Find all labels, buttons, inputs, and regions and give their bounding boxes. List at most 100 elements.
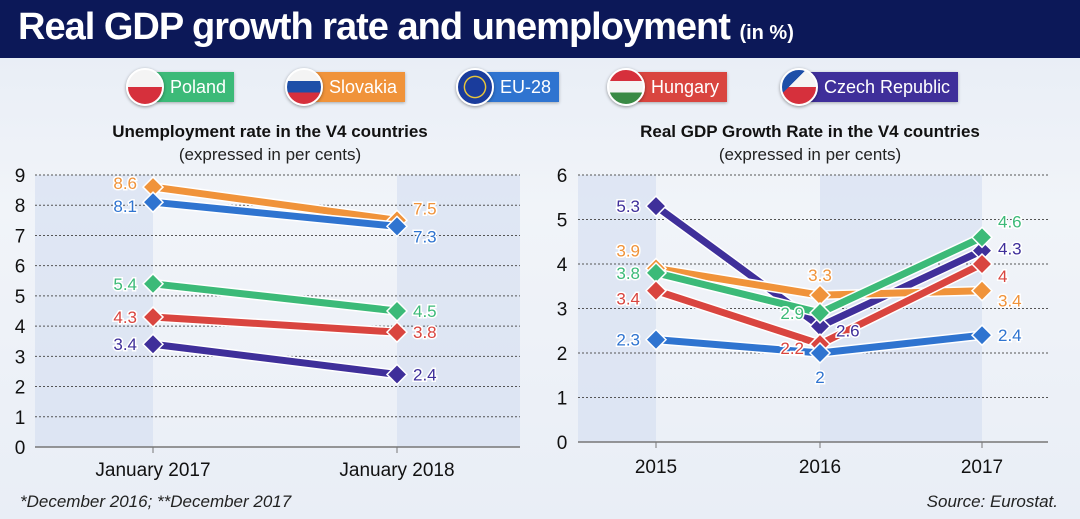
series-line bbox=[152, 313, 398, 336]
legend-eu28: EU-28 bbox=[456, 68, 560, 106]
y-tick-label: 3 bbox=[15, 347, 26, 368]
data-point-marker bbox=[385, 215, 409, 238]
data-label: 8.6 bbox=[113, 174, 137, 193]
shaded-band bbox=[35, 175, 153, 447]
data-point-marker bbox=[970, 279, 994, 302]
data-point-marker bbox=[808, 301, 832, 325]
title-text: Real GDP growth rate and unemployment bbox=[18, 6, 731, 48]
x-tick-label: 2017 bbox=[961, 457, 1003, 478]
chart-1: 0 1 2 3 4 5 6 2015 2016 2017 5.3 2.6 4.3 3.9 3.3 3.4 3.8… bbox=[557, 166, 1048, 478]
slovakia-flag-icon bbox=[285, 68, 323, 106]
legend-label: Slovakia bbox=[315, 72, 406, 102]
data-label: 4.5 bbox=[413, 302, 437, 321]
series-line bbox=[152, 280, 398, 315]
data-label: 3.4 bbox=[998, 292, 1022, 311]
data-label: 2.6 bbox=[836, 321, 860, 340]
data-point-marker bbox=[385, 363, 409, 386]
y-tick-label: 2 bbox=[557, 344, 568, 365]
data-label: 7.3 bbox=[413, 227, 437, 246]
y-tick-label: 7 bbox=[15, 226, 26, 247]
y-tick-label: 6 bbox=[15, 257, 26, 278]
y-tick-label: 9 bbox=[15, 166, 26, 187]
series-eu-28 bbox=[141, 191, 409, 238]
data-label: 8.1 bbox=[113, 197, 137, 216]
x-tick-label: January 2018 bbox=[339, 460, 454, 481]
eu-flag-icon bbox=[456, 68, 494, 106]
x-tick-label: January 2017 bbox=[95, 460, 210, 481]
legend: Poland Slovakia EU-28 Hungary Czech Repu… bbox=[0, 68, 1080, 108]
data-point-marker bbox=[808, 341, 832, 365]
data-point-marker bbox=[141, 305, 165, 329]
chart-0: 0 1 2 3 4 5 6 7 8 9 January 2017 January 2018 8.6 7.5… bbox=[15, 166, 520, 481]
data-point-marker bbox=[970, 324, 994, 347]
y-tick-label: 0 bbox=[557, 433, 568, 454]
series-line bbox=[152, 340, 398, 378]
data-label: 2 bbox=[815, 368, 824, 387]
y-tick-label: 8 bbox=[15, 196, 26, 217]
y-tick-label: 4 bbox=[15, 317, 26, 338]
data-label: 3.4 bbox=[616, 290, 640, 309]
data-labels: 8.6 7.5 8.1 7.3 5.4 4.5 4.3 3.8 3.4 2.4 bbox=[112, 173, 438, 386]
legend-label: EU-28 bbox=[486, 72, 560, 102]
data-label: 2.3 bbox=[616, 331, 640, 350]
y-tick-label: 5 bbox=[557, 211, 568, 232]
data-label: 4.6 bbox=[998, 212, 1022, 231]
footnote: *December 2016; **December 2017 bbox=[20, 492, 292, 511]
legend-czech: Czech Republic bbox=[780, 68, 959, 106]
data-point-marker bbox=[141, 191, 165, 214]
y-tick-label: 4 bbox=[557, 255, 568, 276]
series-czech-republic bbox=[141, 333, 409, 386]
chart-subtitle: (expressed in per cents) bbox=[178, 145, 362, 164]
y-tick-label: 6 bbox=[557, 166, 568, 187]
data-label: 3.8 bbox=[413, 323, 437, 342]
data-label: 3.8 bbox=[616, 264, 640, 283]
x-tick-label: 2016 bbox=[799, 457, 841, 478]
data-label: 5.3 bbox=[616, 197, 640, 216]
legend-label: Czech Republic bbox=[810, 72, 959, 102]
data-point-marker bbox=[141, 272, 165, 295]
data-point-marker bbox=[385, 321, 409, 344]
data-point-marker bbox=[970, 226, 994, 249]
x-tick-label: 2015 bbox=[635, 457, 677, 478]
legend-hungary: Hungary bbox=[607, 68, 728, 106]
legend-poland: Poland bbox=[126, 68, 235, 106]
y-tick-label: 5 bbox=[15, 287, 26, 308]
data-label: 2.4 bbox=[413, 365, 437, 384]
series-line bbox=[152, 183, 398, 224]
series-poland bbox=[644, 226, 994, 325]
chart-title: Real GDP Growth Rate in the V4 countries bbox=[640, 122, 980, 141]
source: Source: Eurostat. bbox=[926, 492, 1058, 511]
unemployment-chart-title: Unemployment rate in the V4 countries (ex… bbox=[40, 122, 500, 165]
data-point-marker bbox=[644, 279, 668, 302]
data-label: 4.3 bbox=[113, 308, 137, 327]
series-slovakia bbox=[141, 176, 409, 232]
hungary-flag-icon bbox=[607, 68, 645, 106]
data-label: 3.3 bbox=[808, 266, 832, 285]
chart-title: Unemployment rate in the V4 countries bbox=[112, 122, 428, 141]
legend-label: Poland bbox=[156, 72, 235, 102]
y-tick-label: 0 bbox=[15, 438, 26, 459]
series-eu-28 bbox=[644, 324, 994, 365]
data-label: 7.5 bbox=[413, 199, 437, 218]
data-label: 2.2 bbox=[780, 339, 804, 358]
series-poland bbox=[141, 272, 409, 323]
gdp-chart-title: Real GDP Growth Rate in the V4 countries… bbox=[580, 122, 1040, 165]
data-point-marker bbox=[385, 299, 409, 323]
series-hungary bbox=[141, 305, 409, 344]
data-label: 2.9 bbox=[780, 304, 804, 323]
y-tick-label: 3 bbox=[557, 300, 568, 321]
data-label: 2.4 bbox=[998, 326, 1022, 345]
data-label: 5.4 bbox=[113, 275, 137, 294]
y-tick-label: 1 bbox=[557, 389, 568, 410]
czech-flag-icon bbox=[780, 68, 818, 106]
title-bar: Real GDP growth rate and unemployment (i… bbox=[0, 0, 1080, 58]
legend-slovakia: Slovakia bbox=[285, 68, 406, 106]
poland-flag-icon bbox=[126, 68, 164, 106]
series-line bbox=[152, 198, 398, 230]
data-label: 4 bbox=[998, 267, 1007, 286]
data-label: 4.3 bbox=[998, 240, 1022, 259]
data-point-marker bbox=[141, 333, 165, 356]
data-labels: 5.3 2.6 4.3 3.9 3.3 3.4 3.8 2.9 4.6 3.4 2.2 4 2.3 2 2.… bbox=[615, 196, 1023, 389]
y-tick-label: 1 bbox=[15, 408, 26, 429]
